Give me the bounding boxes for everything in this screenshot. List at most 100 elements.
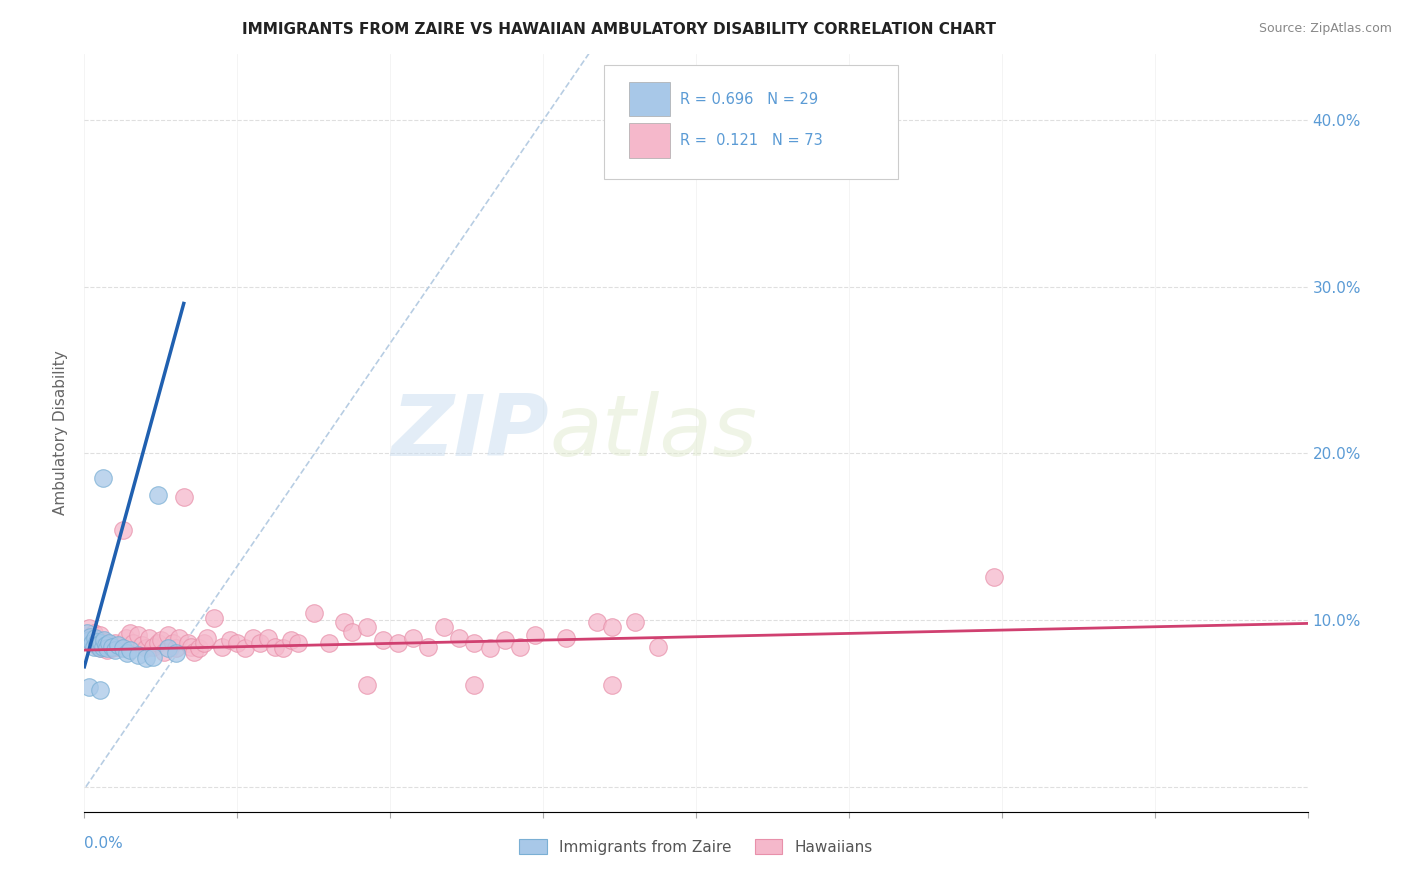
Text: atlas: atlas	[550, 391, 758, 475]
Point	[463, 636, 485, 650]
Point	[122, 636, 145, 650]
Point	[463, 678, 485, 692]
Point	[135, 651, 157, 665]
Point	[600, 678, 623, 692]
Point	[142, 640, 165, 654]
Point	[371, 633, 394, 648]
Text: ZIP: ZIP	[391, 391, 550, 475]
Point	[98, 638, 121, 652]
Text: 0.0%: 0.0%	[84, 836, 124, 851]
Point	[104, 643, 127, 657]
Point	[101, 640, 124, 654]
Point	[149, 633, 172, 648]
Point	[173, 490, 195, 504]
Point	[585, 615, 607, 629]
Point	[80, 630, 103, 644]
Point	[127, 648, 149, 662]
Point	[264, 640, 287, 654]
Point	[142, 649, 165, 664]
Point	[111, 523, 134, 537]
Point	[387, 636, 409, 650]
Point	[77, 622, 100, 636]
Point	[249, 636, 271, 650]
Point	[84, 632, 107, 646]
Y-axis label: Ambulatory Disability: Ambulatory Disability	[53, 351, 69, 515]
Point	[84, 636, 107, 650]
Point	[79, 630, 101, 644]
Point	[509, 640, 531, 654]
Point	[93, 633, 115, 648]
Point	[180, 640, 202, 654]
Text: R = 0.696   N = 29: R = 0.696 N = 29	[681, 92, 818, 106]
Point	[356, 620, 378, 634]
Point	[418, 640, 440, 654]
Point	[188, 641, 211, 656]
Point	[89, 683, 111, 698]
Point	[478, 641, 501, 656]
Point	[433, 620, 456, 634]
Point	[183, 645, 205, 659]
Point	[242, 632, 264, 646]
Point	[146, 488, 169, 502]
Point	[91, 640, 114, 654]
Point	[138, 632, 160, 646]
Point	[165, 647, 187, 661]
Point	[983, 570, 1005, 584]
Point	[193, 636, 215, 650]
Point	[80, 636, 103, 650]
Point	[107, 640, 129, 654]
Point	[202, 611, 225, 625]
Point	[157, 641, 180, 656]
Point	[402, 632, 425, 646]
Text: R =  0.121   N = 73: R = 0.121 N = 73	[681, 133, 823, 148]
Point	[83, 640, 105, 654]
Point	[287, 636, 309, 650]
Point	[153, 645, 176, 659]
Point	[107, 638, 129, 652]
Point	[165, 641, 187, 656]
Point	[77, 680, 100, 694]
Point	[91, 471, 114, 485]
Point	[356, 678, 378, 692]
Point	[233, 641, 256, 656]
Point	[94, 638, 117, 652]
Point	[97, 636, 120, 650]
Point	[114, 632, 136, 646]
Point	[83, 626, 105, 640]
Point	[226, 636, 249, 650]
Point	[280, 633, 302, 648]
Point	[195, 632, 218, 646]
Legend: Immigrants from Zaire, Hawaiians: Immigrants from Zaire, Hawaiians	[513, 833, 879, 861]
Point	[211, 640, 233, 654]
Text: Source: ZipAtlas.com: Source: ZipAtlas.com	[1258, 22, 1392, 36]
Point	[600, 620, 623, 634]
Point	[104, 636, 127, 650]
FancyBboxPatch shape	[628, 81, 671, 117]
Point	[135, 641, 157, 656]
Point	[115, 647, 138, 661]
Point	[90, 636, 112, 650]
Point	[318, 636, 340, 650]
Point	[257, 632, 280, 646]
Point	[127, 628, 149, 642]
Point	[494, 633, 516, 648]
Point	[87, 640, 110, 654]
Point	[86, 634, 108, 648]
Point	[76, 626, 98, 640]
Point	[218, 633, 240, 648]
Point	[340, 624, 363, 639]
Point	[162, 636, 184, 650]
Point	[157, 628, 180, 642]
Point	[120, 643, 142, 657]
Point	[87, 638, 110, 652]
Point	[111, 641, 134, 656]
Point	[647, 640, 669, 654]
FancyBboxPatch shape	[605, 65, 898, 178]
Point	[524, 628, 547, 642]
Point	[89, 628, 111, 642]
Point	[77, 633, 100, 648]
Point	[96, 641, 118, 656]
FancyBboxPatch shape	[628, 123, 671, 158]
Point	[271, 641, 294, 656]
Point	[447, 632, 470, 646]
